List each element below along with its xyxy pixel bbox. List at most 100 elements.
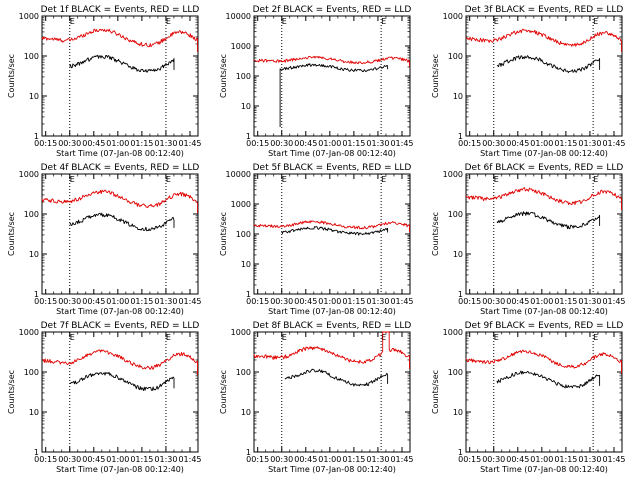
x-tick-label: 01:45 [602, 455, 625, 464]
x-tick-label: 01:45 [390, 455, 413, 464]
plot-frame [41, 331, 199, 453]
x-tick-label: 00:30 [482, 455, 505, 464]
y-tick-label: 100 [448, 368, 463, 377]
y-tick-label: 100 [24, 368, 39, 377]
eclipse-marker-label: E [166, 17, 171, 26]
y-tick-label: 100 [236, 368, 251, 377]
y-tick-label: 10 [29, 250, 39, 259]
plot-frame [41, 173, 199, 295]
panel-det-6: Det 6f BLACK = Events, RED = LLD Counts/s… [431, 163, 626, 316]
x-tick-label: 01:45 [390, 297, 413, 306]
x-tick-label: 01:00 [106, 297, 129, 306]
x-tick-label: 01:30 [154, 139, 177, 148]
panel-title: Det 9f BLACK = Events, RED = LLD [465, 321, 624, 331]
y-tick-label: 10 [453, 250, 463, 259]
x-tick-label: 00:30 [270, 139, 293, 148]
x-tick-label: 01:45 [178, 139, 201, 148]
eclipse-marker-label: E [70, 17, 75, 26]
panel-det-4: Det 4f BLACK = Events, RED = LLD Counts/s… [7, 163, 202, 316]
y-tick-label: 1 [246, 132, 251, 141]
y-axis-label: Counts/sec [431, 54, 440, 98]
x-axis-label: Start Time (07-Jan-08 00:12:40) [480, 149, 608, 158]
x-tick-label: 01:30 [578, 139, 601, 148]
eclipse-marker-label: E [494, 17, 499, 26]
events-series-line [69, 371, 175, 391]
panel-det-5: Det 5f BLACK = Events, RED = LLD Counts/s… [219, 163, 414, 316]
eclipse-marker-label: E [282, 175, 287, 184]
x-tick-label: 01:45 [602, 297, 625, 306]
x-tick-label: 01:00 [106, 455, 129, 464]
y-axis-label: Counts/sec [7, 212, 16, 256]
y-tick-label: 100 [24, 52, 39, 61]
events-series-line [279, 63, 389, 127]
x-tick-label: 00:30 [58, 139, 81, 148]
x-tick-label: 01:15 [342, 139, 365, 148]
x-tick-label: 00:45 [506, 139, 529, 148]
events-series-line [69, 212, 175, 232]
panel-title: Det 4f BLACK = Events, RED = LLD [41, 163, 200, 173]
y-tick-label: 100 [448, 210, 463, 219]
panel-det-7: Det 7f BLACK = Events, RED = LLD Counts/s… [7, 321, 202, 474]
y-tick-label: 1000 [19, 328, 39, 337]
y-axis-label: Counts/sec [431, 212, 440, 256]
x-tick-label: 01:15 [342, 297, 365, 306]
y-tick-label: 100 [236, 72, 251, 81]
x-tick-label: 00:15 [246, 297, 269, 306]
y-tick-label: 100 [236, 230, 251, 239]
panel-det-2: Det 2f BLACK = Events, RED = LLD Counts/s… [219, 5, 414, 158]
x-axis-label: Start Time (07-Jan-08 00:12:40) [480, 307, 608, 316]
x-tick-label: 00:30 [482, 297, 505, 306]
x-tick-label: 00:30 [270, 297, 293, 306]
plot-frame [41, 15, 199, 137]
x-tick-label: 00:45 [506, 455, 529, 464]
y-tick-label: 1000 [443, 328, 463, 337]
x-tick-label: 01:30 [154, 455, 177, 464]
x-axis-label: Start Time (07-Jan-08 00:12:40) [56, 149, 184, 158]
y-tick-label: 10 [29, 92, 39, 101]
x-tick-label: 00:45 [82, 455, 105, 464]
plot-frame [253, 331, 411, 453]
eclipse-marker-label: E [381, 333, 386, 342]
lld-series-line [465, 187, 622, 210]
x-tick-label: 00:30 [58, 455, 81, 464]
y-axis-label: Counts/sec [219, 370, 228, 414]
eclipse-marker-label: E [381, 17, 386, 26]
events-series-line [284, 368, 389, 387]
eclipse-marker-label: E [593, 175, 598, 184]
eclipse-marker-label: E [166, 333, 171, 342]
eclipse-marker-label: E [282, 333, 287, 342]
y-axis-label: Counts/sec [431, 370, 440, 414]
eclipse-marker-label: E [70, 333, 75, 342]
x-tick-label: 01:00 [106, 139, 129, 148]
y-tick-label: 10000 [226, 170, 251, 179]
x-tick-label: 01:00 [530, 139, 553, 148]
panel-det-3: Det 3f BLACK = Events, RED = LLD Counts/s… [431, 5, 626, 158]
eclipse-marker-label: E [381, 175, 386, 184]
y-tick-label: 1000 [231, 328, 251, 337]
x-tick-label: 00:15 [246, 455, 269, 464]
lld-series-line [253, 55, 410, 68]
panel-title: Det 7f BLACK = Events, RED = LLD [41, 321, 200, 331]
y-axis-label: Counts/sec [7, 54, 16, 98]
x-tick-label: 01:00 [318, 139, 341, 148]
eclipse-marker-label: E [593, 17, 598, 26]
plot-frame [465, 15, 623, 137]
x-tick-label: 00:15 [458, 139, 481, 148]
x-tick-label: 01:30 [578, 297, 601, 306]
panel-det-1: Det 1f BLACK = Events, RED = LLD Counts/s… [7, 5, 202, 158]
x-axis-label: Start Time (07-Jan-08 00:12:40) [268, 149, 396, 158]
x-tick-label: 01:15 [554, 455, 577, 464]
x-tick-label: 00:45 [294, 455, 317, 464]
y-tick-label: 1000 [231, 42, 251, 51]
x-tick-label: 00:45 [82, 297, 105, 306]
events-series-line [496, 211, 601, 230]
x-tick-label: 01:15 [342, 455, 365, 464]
x-tick-label: 01:45 [178, 297, 201, 306]
plot-frame [465, 173, 623, 295]
x-tick-label: 01:15 [554, 139, 577, 148]
panel-title: Det 6f BLACK = Events, RED = LLD [465, 163, 624, 173]
y-tick-label: 100 [24, 210, 39, 219]
x-tick-label: 00:15 [34, 139, 57, 148]
y-tick-label: 1 [34, 132, 39, 141]
